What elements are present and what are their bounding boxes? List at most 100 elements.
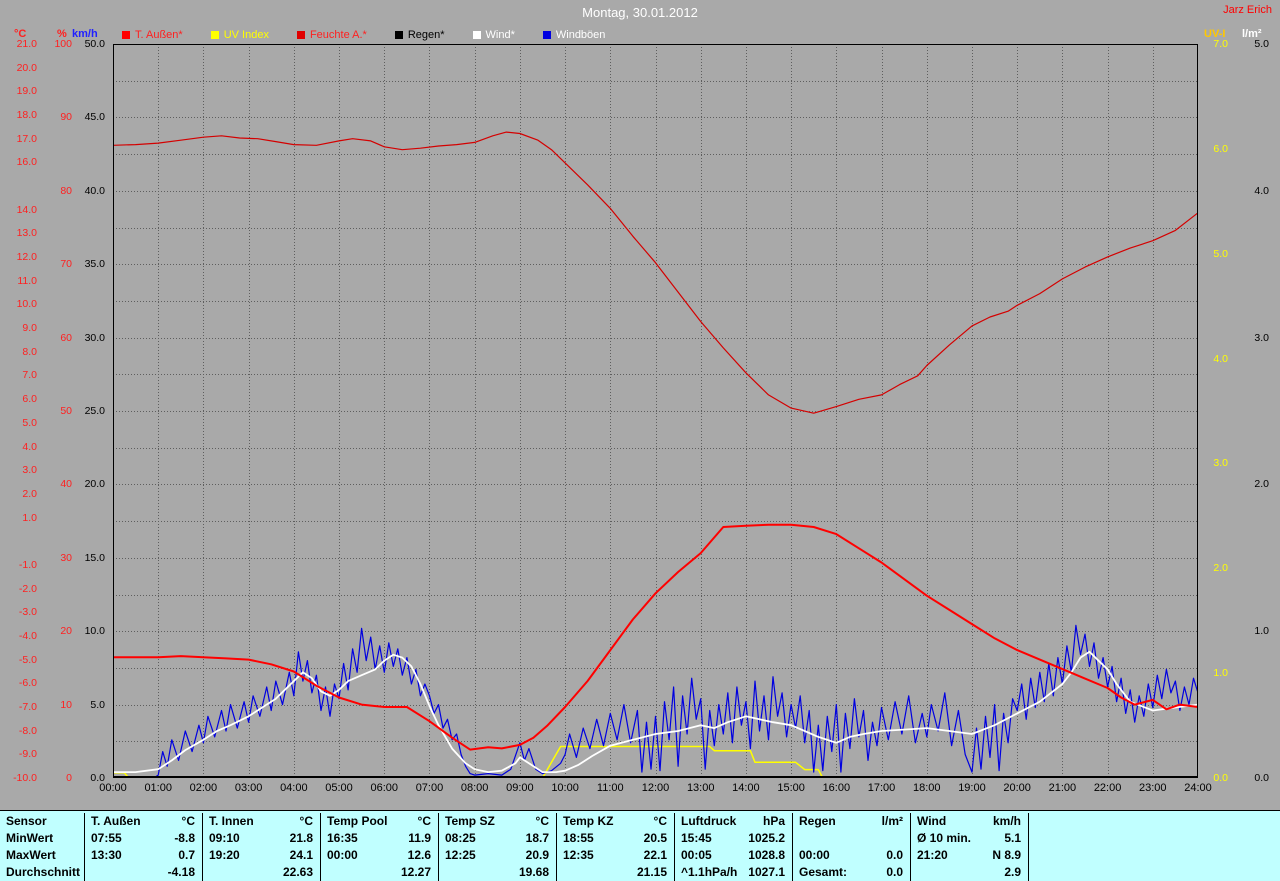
axis-header-uv: UV-I <box>1204 28 1226 40</box>
axis-wind-tick-label: 30.0 <box>84 331 105 344</box>
cell-value: 22.1 <box>643 848 667 862</box>
table-cell: 22.63 <box>203 864 321 881</box>
column-name: T. Innen <box>209 814 254 828</box>
axis-rain-tick-label: 0.0 <box>1254 772 1269 784</box>
axis-temp-tick-label: 7.0 <box>22 369 37 382</box>
column-name: T. Außen <box>91 814 141 828</box>
legend-item-uv-index: UV Index <box>210 29 269 41</box>
cell-value: 24.1 <box>289 848 313 862</box>
legend-label-feuchte: Feuchte A.* <box>309 29 367 41</box>
legend-swatch-uv-index-icon <box>210 31 219 39</box>
cell-value: -4.18 <box>167 865 195 879</box>
chart-canvas <box>113 44 1198 778</box>
cell-time: 21:20 <box>917 848 948 862</box>
axis-temp-tick-label: -3.0 <box>18 606 37 619</box>
column-unit: °C <box>299 814 313 828</box>
table-header-col-4: Temp KZ °C <box>557 813 675 830</box>
cell-value: 0.0 <box>886 865 903 879</box>
cell-value: 0.0 <box>886 848 903 862</box>
table-cell: Ø 10 min. 5.1 <box>911 830 1029 847</box>
legend-swatch-t-aussen-icon <box>122 31 130 39</box>
axis-temp-tick-label: 21.0 <box>16 38 37 50</box>
x-axis-tick-label: 23:00 <box>1139 782 1167 794</box>
axis-temp-tick-label: 16.0 <box>16 156 37 169</box>
legend-item-regen: Regen* <box>394 29 445 41</box>
table-cell: 00:00 12.6 <box>321 847 439 864</box>
legend-item-feuchte: Feuchte A.* <box>296 29 367 41</box>
axis-temp-tick-label: 20.0 <box>16 61 37 74</box>
legend-label-t-aussen: T. Außen* <box>135 29 183 41</box>
legend-label-uv-index: UV Index <box>223 29 269 41</box>
x-axis-tick-label: 18:00 <box>912 782 941 794</box>
cell-value: 22.63 <box>282 865 313 879</box>
x-axis-tick-label: 11:00 <box>596 782 624 794</box>
table-cell: 21.15 <box>557 864 675 881</box>
axis-humidity-tick-label: 0 <box>66 772 72 784</box>
cell-time: 00:00 <box>799 848 830 862</box>
column-name: Temp KZ <box>563 814 614 828</box>
table-cell: 21:20 N 8.9 <box>911 847 1029 864</box>
axis-humidity-tick-label: 50 <box>60 405 72 417</box>
axis-humidity-tick-label: 30 <box>60 551 72 564</box>
axis-humidity-tick-label: 20 <box>60 625 72 638</box>
table-header-row: Sensor T. Außen °C T. Innen °C Temp Pool °C Tem… <box>0 813 1280 830</box>
series-wind <box>113 650 1198 773</box>
axis-uv-tick-label: 4.0 <box>1213 352 1228 365</box>
table-cell: 08:25 18.7 <box>439 830 557 847</box>
axis-temp-tick-label: -5.0 <box>18 653 37 666</box>
axis-rain-tick-label: 5.0 <box>1254 38 1269 50</box>
cell-value: 5.1 <box>1004 831 1021 845</box>
legend-swatch-windboeen-icon <box>542 31 551 39</box>
axis-temp-tick-label: -4.0 <box>18 629 37 642</box>
x-axis-tick-label: 10:00 <box>551 782 579 794</box>
table-cell: 13:30 0.7 <box>85 847 203 864</box>
legend-label-regen: Regen* <box>407 29 445 41</box>
table-filler <box>1029 830 1280 847</box>
axis-header-rain: l/m² <box>1242 28 1262 40</box>
x-axis-tick-label: 12:00 <box>641 782 670 794</box>
cell-value: 20.5 <box>643 831 667 845</box>
legend-swatch-wind-icon <box>472 31 481 39</box>
axis-temp-tick-label: -2.0 <box>18 582 37 595</box>
axis-wind-tick-label: 45.0 <box>84 111 105 124</box>
column-unit: hPa <box>762 814 785 828</box>
x-axis-tick-label: 16:00 <box>822 782 851 794</box>
cell-value: 0.7 <box>178 848 195 862</box>
column-unit: °C <box>535 814 549 828</box>
x-axis-tick-label: 17:00 <box>867 782 896 794</box>
legend-item-t-aussen: T. Außen* <box>122 29 183 41</box>
axis-temp-tick-label: 10.0 <box>16 298 37 311</box>
x-axis-tick-label: 07:00 <box>415 782 444 794</box>
axis-wind-tick-label: 20.0 <box>84 478 105 491</box>
table-header-col-7: Wind km/h <box>911 813 1029 830</box>
row-label: Durchschnitt <box>0 864 85 881</box>
axis-wind-tick-label: 50.0 <box>84 38 105 50</box>
axis-uv-tick-label: 5.0 <box>1213 247 1228 260</box>
column-name: Wind <box>917 814 947 828</box>
x-axis-labels: 00:00 01:00 02:00 03:00 04:00 05:00 06:00 07:00… <box>99 782 1212 796</box>
table-row-durchschnitt: Durchschnitt -4.18 22.63 12.27 19.68 21.15 ^1.… <box>0 864 1280 881</box>
row-label: MaxWert <box>0 847 85 864</box>
cell-time: 16:35 <box>327 831 358 845</box>
x-axis-tick-label: 04:00 <box>280 782 308 794</box>
legend-swatch-feuchte-icon <box>296 31 305 39</box>
cell-time: 15:45 <box>681 831 712 845</box>
x-axis-tick-label: 20:00 <box>1003 782 1031 794</box>
axis-temp-tick-label: -8.0 <box>18 724 37 737</box>
axis-temp-tick-label: 18.0 <box>16 109 37 122</box>
chart-plot-area <box>113 44 1198 778</box>
column-unit: °C <box>181 814 195 828</box>
axis-uv-tick-label: 1.0 <box>1213 667 1228 680</box>
table-cell: 12.27 <box>321 864 439 881</box>
table-cell: 19.68 <box>439 864 557 881</box>
axis-rain-tick-label: 3.0 <box>1254 331 1269 344</box>
grid-lines <box>113 44 1198 778</box>
row-label: MinWert <box>0 830 85 847</box>
axis-temp-tick-label: 12.0 <box>16 251 37 264</box>
stats-table: Sensor T. Außen °C T. Innen °C Temp Pool °C Tem… <box>0 810 1280 881</box>
axis-temp-tick-label: 19.0 <box>16 85 37 98</box>
axis-temp: 21.0 20.0 19.0 18.0 17.0 16.0 14.0 13.0 12.0 11.0… <box>6 38 37 784</box>
series-uv-index <box>113 745 1198 778</box>
axis-header-wind: km/h <box>72 28 98 40</box>
cell-value: 21.8 <box>289 831 313 845</box>
